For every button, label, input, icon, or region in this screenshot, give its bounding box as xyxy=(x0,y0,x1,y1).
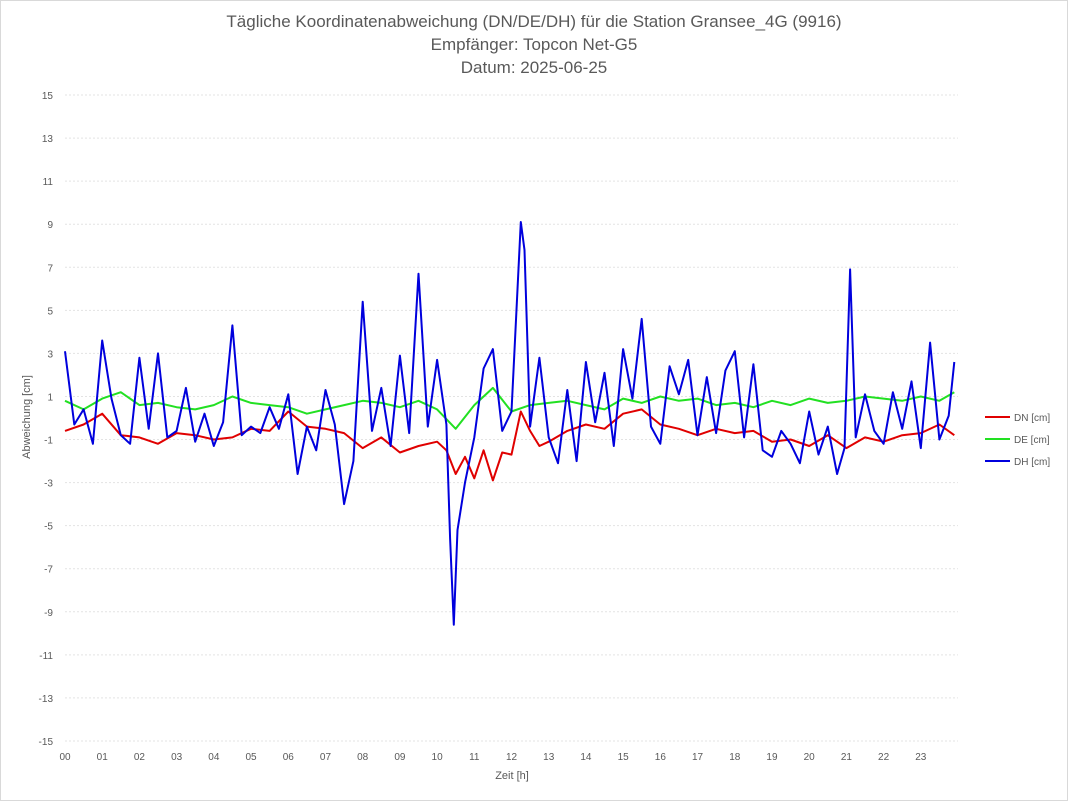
x-tick-labels: 00 01 02 03 04 05 06 07 08 09 10 11 12 13 14 15 16 17 18 19… xyxy=(59,752,926,763)
x-tick-label: 04 xyxy=(208,752,220,763)
chart-subtitle-date: Datum: 2025-06-25 xyxy=(460,58,608,77)
y-tick-label: -11 xyxy=(39,651,53,662)
x-tick-label: 02 xyxy=(134,752,146,763)
legend-label: DN [cm] xyxy=(1014,413,1050,424)
y-tick-label: 9 xyxy=(47,220,53,231)
x-tick-label: 20 xyxy=(804,752,816,763)
x-tick-label: 17 xyxy=(692,752,704,763)
x-tick-label: 09 xyxy=(394,752,406,763)
y-axis-label: Abweichung [cm] xyxy=(21,375,33,459)
y-tick-label: -7 xyxy=(44,565,53,576)
y-tick-label: -5 xyxy=(44,522,53,533)
y-tick-label: -9 xyxy=(44,608,53,619)
y-tick-label: 5 xyxy=(47,306,53,317)
x-axis-label: Zeit [h] xyxy=(495,770,529,782)
series-line xyxy=(64,221,956,626)
x-tick-label: 00 xyxy=(59,752,71,763)
y-tick-label: 1 xyxy=(47,392,53,403)
y-tick-label: 15 xyxy=(42,91,54,102)
legend-label: DH [cm] xyxy=(1014,457,1050,468)
x-tick-label: 23 xyxy=(915,752,927,763)
x-tick-label: 10 xyxy=(432,752,444,763)
y-tick-label: 7 xyxy=(47,263,53,274)
x-tick-label: 22 xyxy=(878,752,890,763)
x-tick-label: 07 xyxy=(320,752,332,763)
y-tick-label: -13 xyxy=(39,694,54,705)
y-tick-label: -15 xyxy=(39,737,54,748)
chart-title: Tägliche Koordinatenabweichung (DN/DE/DH… xyxy=(226,12,842,31)
legend-label: DE [cm] xyxy=(1014,435,1050,446)
x-tick-label: 06 xyxy=(283,752,295,763)
x-tick-label: 12 xyxy=(506,752,518,763)
x-tick-label: 16 xyxy=(655,752,667,763)
y-tick-label: 3 xyxy=(47,349,53,360)
x-tick-label: 14 xyxy=(580,752,592,763)
grid-lines xyxy=(65,94,958,742)
y-tick-label: -3 xyxy=(44,479,53,490)
chart-subtitle-receiver: Empfänger: Topcon Net-G5 xyxy=(430,35,638,54)
x-tick-label: 19 xyxy=(766,752,778,763)
y-tick-label: -1 xyxy=(44,436,53,447)
x-tick-label: 13 xyxy=(543,752,555,763)
x-tick-label: 11 xyxy=(469,752,480,763)
data-series xyxy=(64,221,956,626)
x-tick-label: 01 xyxy=(97,752,109,763)
x-tick-label: 03 xyxy=(171,752,183,763)
x-tick-label: 08 xyxy=(357,752,369,763)
x-tick-label: 18 xyxy=(729,752,741,763)
y-tick-label: 11 xyxy=(43,177,54,188)
y-tick-label: 13 xyxy=(42,134,54,145)
legend: DN [cm] DE [cm] DH [cm] xyxy=(985,413,1050,468)
x-tick-label: 15 xyxy=(618,752,630,763)
y-tick-labels: 15 13 11 9 7 5 3 1 -1 -3 -5 -7 -9 -11 -13 -15 xyxy=(39,91,54,748)
series-line xyxy=(64,386,955,430)
x-tick-label: 05 xyxy=(245,752,257,763)
x-tick-label: 21 xyxy=(841,752,853,763)
series-line xyxy=(64,408,955,482)
